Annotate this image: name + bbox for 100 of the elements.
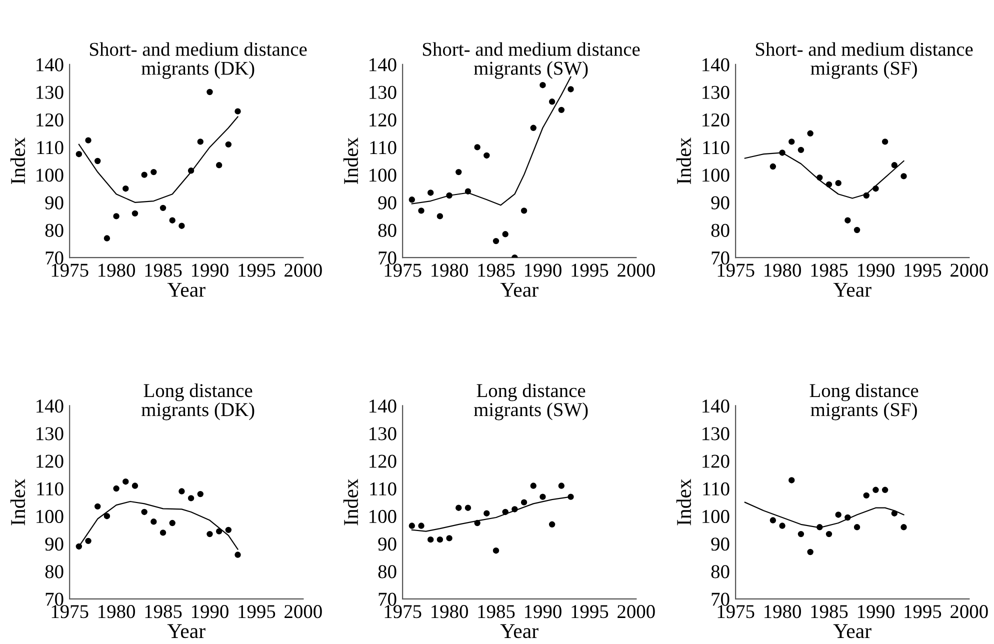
point — [558, 106, 565, 114]
y-axis-title: Index — [10, 138, 26, 184]
x-tick-label: 1985 — [811, 264, 848, 277]
point — [788, 477, 795, 484]
y-tick-label: 130 — [702, 427, 730, 440]
point — [520, 208, 528, 214]
point — [206, 88, 213, 96]
point — [558, 482, 565, 489]
x-tick-label: 2000 — [950, 264, 988, 277]
x-tick-label: 1980 — [432, 605, 468, 618]
point — [568, 494, 574, 500]
x-tick-label: 2000 — [618, 264, 655, 277]
point — [234, 552, 241, 558]
x-tick-label: 1975 — [718, 605, 754, 618]
point — [85, 137, 92, 144]
y-axis-title: Index — [10, 478, 26, 526]
point — [216, 528, 222, 534]
point — [788, 138, 795, 145]
y-tick-label: 90 — [378, 196, 396, 210]
y-tick-label: 140 — [370, 400, 396, 413]
x-tick-label: 1975 — [384, 264, 422, 277]
y-tick-label: 100 — [702, 168, 730, 182]
point — [197, 138, 204, 145]
y-tick-label: 110 — [37, 141, 64, 154]
point — [234, 108, 241, 114]
y-tick-label: 100 — [702, 510, 730, 524]
y-tick-label: 140 — [702, 400, 730, 413]
point — [548, 521, 556, 528]
y-tick-label: 110 — [703, 141, 730, 154]
point — [770, 163, 776, 170]
point — [428, 190, 434, 196]
y-tick-label: 120 — [370, 454, 396, 468]
y-tick-label: 90 — [711, 196, 730, 210]
y-axis-title: Index — [343, 138, 358, 184]
y-tick-label: 120 — [370, 113, 396, 127]
y-tick-label: 130 — [370, 86, 396, 99]
point — [94, 158, 101, 164]
point — [835, 180, 842, 186]
point — [76, 151, 82, 158]
point — [798, 530, 804, 538]
x-tick-label: 1990 — [524, 264, 562, 277]
point — [882, 138, 888, 145]
point — [540, 82, 546, 88]
point — [464, 188, 472, 194]
point — [530, 124, 536, 131]
point — [169, 217, 176, 224]
y-tick-label: 100 — [370, 510, 396, 524]
point — [150, 168, 157, 176]
point — [492, 238, 500, 244]
point — [844, 514, 851, 521]
point — [225, 526, 232, 534]
x-tick-label: 1985 — [811, 605, 848, 618]
x-tick-label: 1980 — [98, 605, 135, 618]
point — [428, 536, 434, 543]
point — [502, 231, 508, 238]
y-tick-label: 80 — [711, 565, 730, 578]
y-tick-label: 80 — [378, 565, 396, 578]
point — [779, 150, 786, 156]
point — [520, 499, 528, 506]
point — [844, 217, 851, 224]
y-tick-label: 130 — [702, 86, 730, 99]
point — [446, 535, 452, 542]
point — [408, 196, 416, 203]
y-tick-label: 100 — [36, 168, 64, 182]
x-axis-title: Year — [500, 624, 538, 638]
point — [122, 478, 129, 485]
x-tick-label: 2000 — [618, 605, 655, 618]
y-tick-label: 130 — [36, 86, 64, 99]
x-tick-label: 2000 — [284, 605, 322, 618]
point — [568, 86, 574, 92]
point — [530, 482, 536, 489]
point — [882, 486, 888, 493]
y-tick-label: 120 — [702, 113, 730, 127]
x-axis-title: Year — [833, 624, 872, 638]
y-tick-label: 120 — [36, 454, 64, 468]
y-tick-label: 70 — [712, 592, 730, 606]
x-tick-label: 1975 — [384, 605, 422, 618]
point — [188, 495, 194, 502]
point — [446, 192, 452, 199]
x-tick-label: 1995 — [572, 264, 608, 277]
point — [474, 144, 480, 150]
y-tick-label: 100 — [370, 168, 396, 182]
x-tick-label: 1995 — [238, 605, 276, 618]
y-tick-label: 110 — [703, 482, 730, 496]
y-tick-label: 120 — [36, 113, 64, 127]
chart-title: Short- and medium distance migrants (DK) — [90, 42, 307, 79]
point — [807, 130, 814, 136]
x-tick-label: 1985 — [478, 605, 515, 618]
point — [104, 513, 110, 520]
y-axis-title: Index — [343, 478, 358, 526]
point — [484, 152, 490, 159]
x-tick-label: 1985 — [145, 264, 182, 277]
point — [178, 222, 185, 229]
point — [872, 486, 879, 493]
x-tick-label: 1975 — [52, 605, 88, 618]
point — [178, 488, 185, 494]
point — [206, 530, 213, 538]
x-tick-label: 1990 — [858, 264, 894, 277]
point — [132, 482, 138, 489]
point — [418, 208, 424, 214]
